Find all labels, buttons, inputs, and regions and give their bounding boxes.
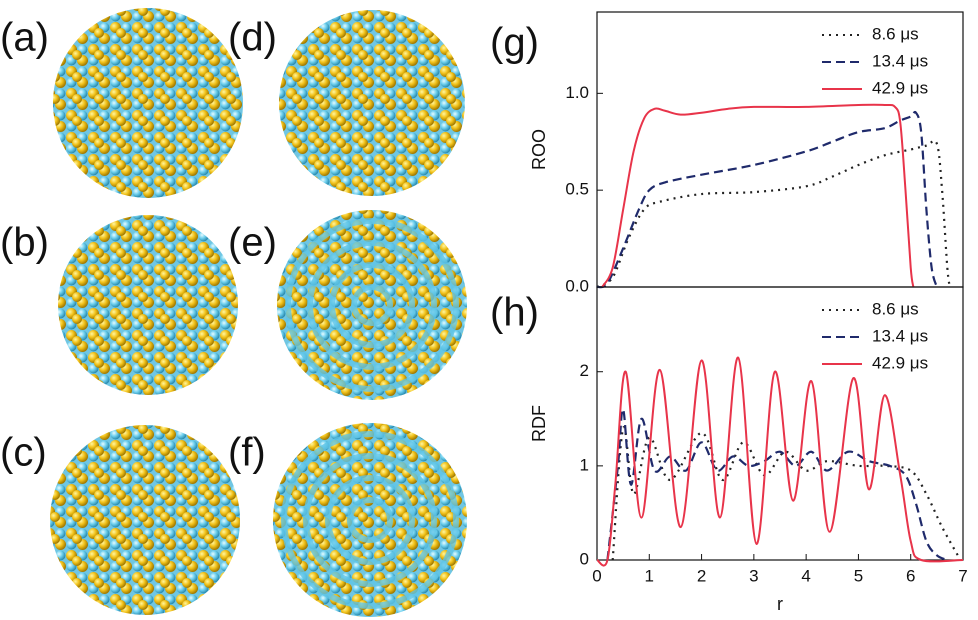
particle-cluster (279, 10, 465, 196)
particle-ring (307, 240, 437, 370)
x-tick-label: 7 (958, 566, 967, 585)
x-tick-label: 1 (645, 566, 654, 585)
particle-cluster (58, 215, 238, 395)
series-line (601, 103, 915, 288)
y-tick-label: 2 (580, 361, 589, 380)
series-line (596, 356, 964, 567)
particle-ring (329, 262, 415, 348)
particle-ring (325, 475, 415, 565)
y-tick-label: 0.5 (565, 180, 589, 199)
particle-ring (303, 453, 437, 587)
x-tick-label: 4 (801, 566, 810, 585)
legend-text: 8.6 μs (872, 299, 919, 318)
particle-ring (281, 431, 459, 609)
y-tick-label: 1.0 (565, 83, 589, 102)
x-tick-label: 2 (697, 566, 706, 585)
particle-cluster (277, 210, 467, 400)
particle-cluster (50, 425, 240, 615)
x-tick-label: 6 (906, 566, 915, 585)
y-axis-label: RDF (529, 405, 549, 442)
panel-label: (h) (490, 291, 539, 335)
panel-label: (d) (228, 16, 277, 60)
legend-text: 8.6 μs (872, 24, 919, 43)
plot-frame (596, 286, 964, 561)
x-tick-label: 3 (749, 566, 758, 585)
panel-label: (a) (0, 16, 49, 60)
legend-text: 42.9 μs (872, 78, 928, 97)
panel-label: (g) (490, 21, 539, 65)
y-tick-label: 0.0 (565, 276, 589, 295)
particle-ring (351, 284, 393, 326)
particle-ring (285, 218, 459, 392)
series-line (596, 139, 952, 288)
x-axis-label: r (777, 594, 783, 614)
panel-label: (c) (0, 431, 47, 475)
legend-text: 42.9 μs (872, 353, 928, 372)
panel-label: (f) (228, 431, 266, 475)
panel-label: (b) (0, 221, 49, 265)
x-tick-label: 5 (854, 566, 863, 585)
y-axis-label: ROO (529, 129, 549, 170)
series-line (606, 408, 948, 562)
y-tick-label: 0 (580, 549, 589, 568)
legend-text: 13.4 μs (872, 51, 928, 70)
particle-cluster (273, 423, 467, 617)
legend-text: 13.4 μs (872, 326, 928, 345)
panel-label: (e) (228, 221, 277, 265)
x-tick-label: 0 (592, 566, 601, 585)
particle-cluster (53, 8, 243, 198)
y-tick-label: 1 (580, 455, 589, 474)
series-line (596, 110, 938, 289)
particle-ring (347, 497, 393, 543)
